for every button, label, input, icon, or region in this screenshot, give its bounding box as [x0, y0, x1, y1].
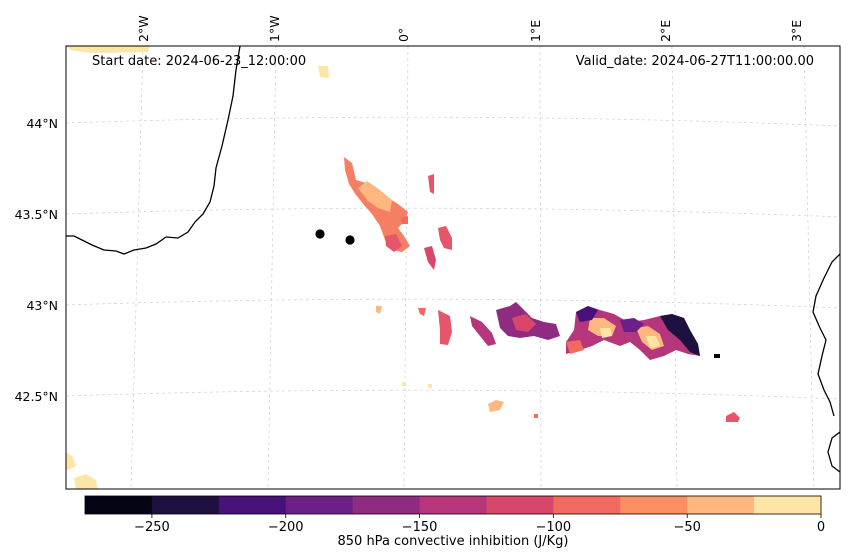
cin-patch — [512, 314, 536, 332]
cin-patch — [428, 174, 434, 194]
cin-patch — [358, 181, 392, 212]
cin-patch — [620, 318, 644, 332]
latitude-labels: 44°N 43.5°N 43°N 42.5°N — [15, 116, 58, 404]
coastline-mediterranean-south — [827, 431, 840, 473]
cin-patch — [566, 340, 584, 354]
meridian-gridlines — [130, 46, 815, 489]
colorbar-segment — [352, 496, 421, 514]
parallel-gridlines — [66, 116, 840, 400]
cin-patch — [318, 66, 329, 78]
colorbar-tick-label: −100 — [536, 520, 572, 535]
colorbar-segments — [85, 496, 822, 514]
colorbar-label: 850 hPa convective inhibition (J/Kg) — [338, 534, 569, 549]
start-date-annotation: Start date: 2024-06-23_12:00:00 — [92, 54, 306, 69]
cin-field — [66, 46, 740, 489]
cin-patch — [401, 216, 408, 224]
cin-patch — [438, 310, 452, 345]
colorbar-tick-label: 0 — [817, 520, 825, 535]
colorbar-segment — [85, 496, 153, 514]
lon-label: 0° — [396, 28, 411, 42]
colorbar-ticks: −250 −200 −150 −100 −50 0 — [134, 514, 825, 535]
cin-patch — [534, 414, 538, 418]
cin-patch — [418, 308, 426, 316]
lon-label: 2°E — [658, 20, 673, 42]
colorbar-segment — [285, 496, 354, 514]
colorbar-tick-label: −150 — [402, 520, 438, 535]
cin-patch — [74, 474, 98, 489]
cin-patch — [576, 306, 598, 322]
map-frame — [65, 45, 841, 490]
longitude-labels: 2°W 1°W 0° 1°E 2°E 3°E — [136, 15, 804, 42]
colorbar-tick-label: −250 — [134, 520, 170, 535]
lat-label: 42.5°N — [15, 389, 58, 404]
cin-patch — [438, 226, 452, 250]
colorbar-segment — [754, 496, 822, 514]
colorbar-segment — [419, 496, 487, 514]
cin-patch — [385, 234, 402, 252]
cin-patch — [66, 46, 150, 53]
map-area — [66, 46, 840, 489]
colorbar-tick-label: −200 — [268, 520, 304, 535]
colorbar-tick-label: −50 — [673, 520, 700, 535]
coastline-biscay — [66, 46, 241, 255]
valid-date-annotation: Valid_date: 2024-06-27T11:00:00.00 — [576, 54, 814, 69]
lon-label: 1°E — [528, 20, 543, 42]
cin-patch — [470, 316, 496, 346]
cin-patch — [376, 306, 382, 314]
cin-patch — [646, 336, 660, 348]
cin-patch — [660, 314, 700, 356]
lon-label: 3°E — [789, 20, 804, 42]
colorbar: −250 −200 −150 −100 −50 0 850 hPa convective … — [84, 495, 825, 549]
station-marker — [345, 235, 355, 245]
colorbar-frame — [84, 495, 822, 515]
cin-patch — [600, 328, 612, 338]
cin-patch — [402, 382, 406, 386]
colorbar-segment — [553, 496, 621, 514]
cin-patch — [424, 246, 436, 270]
lat-label: 44°N — [26, 116, 58, 131]
lon-label: 2°W — [136, 15, 151, 42]
lat-label: 43.5°N — [15, 207, 58, 222]
colorbar-segment — [218, 496, 287, 514]
colorbar-segment — [486, 496, 554, 514]
cin-patch — [488, 400, 504, 412]
cin-patch — [428, 384, 432, 388]
cin-patch — [714, 354, 720, 358]
cin-patch — [66, 452, 76, 470]
colorbar-segment — [151, 496, 220, 514]
colorbar-segment — [620, 496, 688, 514]
coastline-mediterranean — [812, 253, 840, 417]
lat-label: 43°N — [26, 298, 58, 313]
colorbar-segment — [687, 496, 755, 514]
station-marker — [315, 229, 325, 239]
lon-label: 1°W — [267, 15, 282, 42]
cin-patch — [726, 412, 740, 422]
